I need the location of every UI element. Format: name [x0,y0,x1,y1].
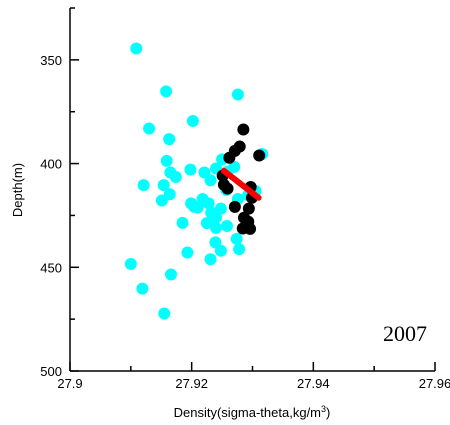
cyan-data-point [136,282,149,295]
cyan-data-point [202,197,215,210]
cyan-data-point [200,217,213,230]
x-axis-title-end: ) [326,405,330,420]
cyan-data-point [163,133,176,146]
y-axis-title: Depth(m) [10,163,25,217]
cyan-data-point [157,179,170,192]
cyan-data-point [155,194,168,207]
x-tick-label: 27.96 [419,376,450,391]
cyan-data-point [184,163,197,176]
black-data-point [223,151,236,164]
cyan-data-point [210,221,222,234]
cyan-data-point [233,243,246,256]
fit-line-group [220,167,262,201]
black-data-point [253,149,266,162]
cyan-data-point [228,160,241,173]
x-tick-label: 27.9 [57,376,82,391]
cyan-data-point [214,202,227,215]
cyan-data-point [130,42,143,55]
cyan-data-point [214,244,227,257]
black-data-point [237,123,250,136]
y-tick-label: 450 [40,260,62,275]
y-axis-ticks: 350 400 450 500 [40,7,79,379]
cyan-data-point [137,179,150,192]
cyan-data-point [230,232,243,245]
cyan-data-point [143,122,156,135]
x-axis-ticks: 27.9 27.92 27.94 27.96 [57,362,450,391]
cyan-data-point [220,220,233,233]
black-data-point [228,200,241,213]
cyan-data-point [204,253,217,266]
black-data-point [221,182,234,195]
y-tick-label: 400 [40,157,62,172]
black-data-point [242,202,255,215]
cyan-data-point [158,307,171,320]
cyan-data-point [186,115,199,128]
year-annotation: 2007 [383,321,427,346]
x-tick-label: 27.92 [175,376,208,391]
cyan-data-point [124,257,137,270]
x-tick-label: 27.94 [297,376,330,391]
cyan-data-point [181,246,194,259]
cyan-data-point [191,201,204,214]
cyan-data-point [210,211,222,224]
black-data-point [244,222,257,235]
cyan-data-point [176,216,189,229]
cyan-data-point [231,88,244,101]
data-points [124,42,269,320]
cyan-data-point [204,174,217,187]
cyan-data-point [164,268,177,281]
cyan-data-point [169,171,182,184]
y-tick-label: 350 [40,53,62,68]
x-axis-title-superscript: 3 [321,404,326,414]
red-fit-line [220,167,262,201]
cyan-data-point [160,85,173,98]
cyan-data-point [160,154,173,167]
x-axis-title: Density(sigma-theta,kg/m3) [174,404,331,420]
y-tick-label: 500 [40,364,62,379]
x-axis-title-main: Density(sigma-theta,kg/m [174,405,321,420]
